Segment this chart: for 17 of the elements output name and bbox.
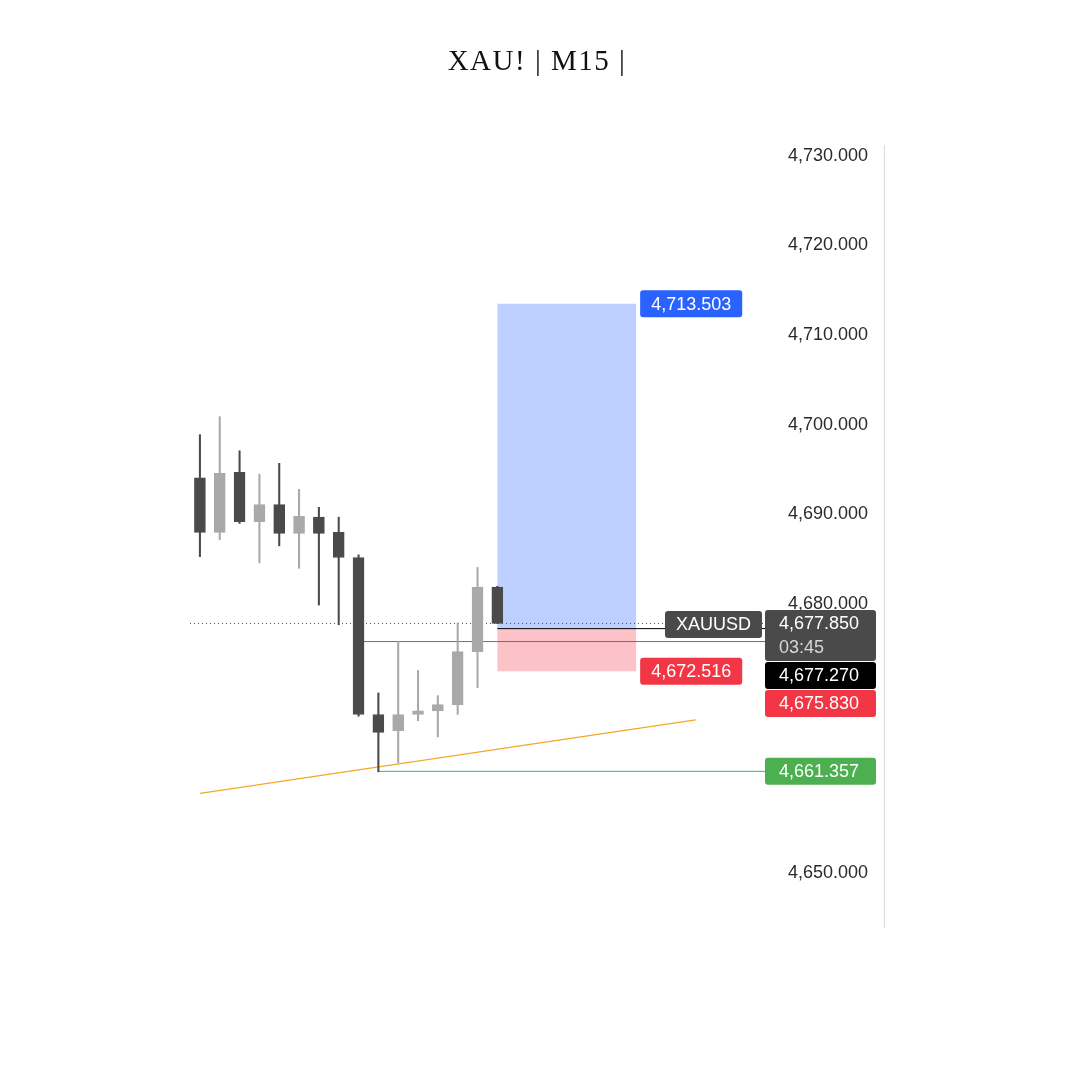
y-tick-label: 4,730.000 (787, 144, 868, 165)
y-tick-label: 4,700.000 (787, 413, 868, 434)
ref-line-label: 4,677.850 (779, 612, 860, 633)
y-tick-label: 4,690.000 (787, 503, 868, 524)
annotation: XAUUSD (675, 613, 751, 634)
y-tick-label: 4,650.000 (787, 862, 868, 883)
ref-line-label: 4,675.830 (779, 692, 860, 713)
ref-line-label: 4,677.270 (779, 664, 860, 685)
band-label: 4,713.503 (651, 293, 732, 314)
chart-title: XAU! | M15 | (446, 43, 628, 78)
candlestick (412, 670, 424, 722)
y-tick-label: 4,680.000 (787, 593, 868, 614)
y-tick-label: 4,710.000 (787, 324, 868, 345)
y-tick-label: 4,720.000 (787, 234, 868, 255)
annotation: 03:45 (779, 636, 825, 657)
ref-line-label: 4,661.357 (779, 760, 860, 781)
band-label: 4,672.516 (651, 661, 732, 682)
